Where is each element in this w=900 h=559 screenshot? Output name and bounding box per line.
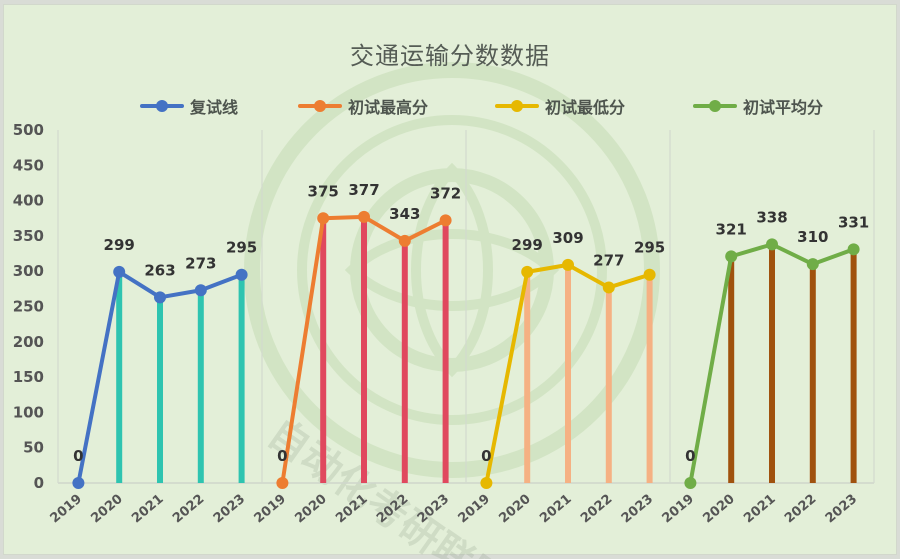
legend-label: 初试最高分 — [348, 98, 429, 117]
data-point-marker — [235, 268, 248, 281]
data-label: 372 — [430, 184, 461, 202]
legend-item-avg-score: 初试平均分 — [693, 94, 823, 118]
x-tick-label: 2023 — [415, 492, 452, 527]
legend: 复试线 初试最高分 初试最低分 初试平均分 — [0, 94, 900, 120]
legend-item-retest-line: 复试线 — [140, 94, 238, 118]
y-tick-label: 450 — [13, 156, 44, 174]
x-tick-label: 2021 — [741, 492, 778, 527]
x-tick-label: 2019 — [252, 492, 289, 527]
x-tick-label: 2020 — [700, 492, 737, 527]
y-tick-label: 0 — [34, 474, 44, 492]
x-tick-label: 2023 — [823, 492, 860, 527]
legend-item-min-score: 初试最低分 — [495, 94, 625, 118]
legend-line-marker-icon — [298, 100, 342, 112]
data-label: 263 — [144, 261, 175, 279]
legend-line-marker-icon — [495, 100, 539, 112]
data-point-marker — [725, 250, 738, 263]
chart-frame — [3, 4, 897, 555]
data-point-marker — [766, 238, 778, 251]
data-point-marker — [684, 477, 697, 489]
x-tick-label: 2020 — [88, 492, 125, 527]
x-tick-label: 2022 — [374, 492, 411, 527]
x-tick-label: 2023 — [211, 492, 248, 527]
x-tick-label: 2020 — [496, 492, 533, 527]
x-tick-label: 2022 — [578, 492, 615, 527]
data-label: 0 — [73, 447, 83, 465]
legend-item-max-score: 初试最高分 — [298, 94, 428, 118]
data-label: 295 — [226, 239, 257, 257]
data-label: 273 — [185, 254, 216, 272]
data-point-marker — [602, 281, 615, 294]
data-label: 377 — [348, 181, 379, 199]
y-tick-label: 100 — [13, 403, 44, 421]
x-tick-label: 2021 — [333, 492, 370, 527]
chart-title: 交通运输分数数据 — [350, 42, 550, 70]
data-point-marker — [847, 243, 860, 256]
y-tick-label: 300 — [13, 262, 44, 280]
legend-line-marker-icon — [140, 100, 184, 112]
data-point-marker — [154, 291, 166, 304]
x-tick-label: 2021 — [537, 492, 574, 527]
data-label: 338 — [756, 208, 787, 226]
data-point-marker — [72, 477, 85, 489]
y-tick-label: 500 — [13, 121, 44, 139]
data-label: 299 — [104, 236, 135, 254]
legend-line-marker-icon — [693, 100, 737, 112]
x-tick-label: 2022 — [782, 492, 819, 527]
data-label: 321 — [716, 220, 747, 238]
data-label: 375 — [308, 182, 339, 200]
data-label: 309 — [552, 229, 583, 247]
data-point-marker — [358, 210, 370, 223]
y-tick-label: 50 — [23, 439, 44, 457]
y-tick-label: 250 — [13, 298, 44, 316]
data-point-marker — [398, 234, 411, 247]
data-label: 0 — [685, 447, 695, 465]
data-label: 299 — [512, 236, 543, 254]
x-tick-label: 2020 — [292, 492, 329, 527]
data-label: 295 — [634, 239, 665, 257]
x-tick-label: 2021 — [129, 492, 166, 527]
data-point-marker — [113, 265, 126, 278]
data-point-marker — [521, 265, 534, 278]
y-tick-label: 400 — [13, 192, 44, 210]
y-tick-label: 150 — [13, 368, 44, 386]
data-point-marker — [806, 258, 819, 271]
x-tick-label: 2019 — [48, 492, 85, 527]
data-label: 0 — [277, 447, 287, 465]
x-tick-label: 2019 — [456, 492, 493, 527]
data-point-marker — [439, 214, 452, 227]
data-label: 331 — [838, 213, 869, 231]
data-point-marker — [480, 477, 493, 489]
legend-label: 复试线 — [190, 98, 239, 117]
data-point-marker — [276, 477, 289, 489]
y-tick-label: 350 — [13, 227, 44, 245]
x-tick-label: 2019 — [660, 492, 697, 527]
data-point-marker — [194, 284, 207, 297]
y-tick-label: 200 — [13, 333, 44, 351]
data-label: 343 — [389, 205, 420, 223]
data-label: 310 — [797, 228, 828, 246]
legend-label: 初试最低分 — [545, 98, 626, 117]
data-point-marker — [562, 258, 574, 271]
data-label: 0 — [481, 447, 491, 465]
data-point-marker — [643, 268, 656, 281]
data-label: 277 — [593, 251, 624, 269]
legend-label: 初试平均分 — [743, 98, 824, 117]
x-tick-label: 2022 — [170, 492, 207, 527]
x-tick-label: 2023 — [619, 492, 656, 527]
data-point-marker — [317, 212, 330, 225]
